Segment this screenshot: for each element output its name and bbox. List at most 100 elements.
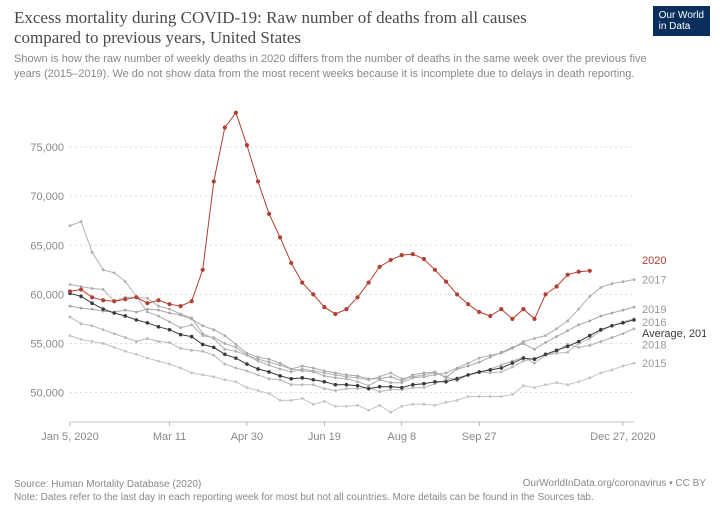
marker-2015 <box>91 340 94 343</box>
marker-2017 <box>478 357 481 360</box>
marker-2016 <box>234 367 237 370</box>
marker-2019 <box>179 314 182 317</box>
marker-2019 <box>522 342 525 345</box>
marker-2015 <box>268 392 271 395</box>
marker-avg <box>400 386 404 390</box>
marker-avg <box>112 311 116 315</box>
marker-2020 <box>79 287 83 291</box>
marker-2016 <box>124 336 127 339</box>
marker-2018 <box>622 332 625 335</box>
marker-2020 <box>134 295 138 299</box>
marker-2015 <box>467 395 470 398</box>
marker-2016 <box>511 366 514 369</box>
marker-2020 <box>311 292 315 296</box>
marker-2018 <box>533 362 536 365</box>
marker-2020 <box>466 302 470 306</box>
marker-2015 <box>566 383 569 386</box>
series-avg <box>70 293 634 388</box>
marker-2016 <box>257 373 260 376</box>
marker-2015 <box>622 365 625 368</box>
marker-2015 <box>434 404 437 407</box>
marker-2018 <box>257 360 260 363</box>
series-label-2020: 2020 <box>642 255 666 267</box>
marker-2019 <box>135 311 138 314</box>
marker-avg <box>123 314 127 318</box>
marker-2019 <box>80 307 83 310</box>
marker-2018 <box>146 311 149 314</box>
marker-2020 <box>178 304 182 308</box>
marker-2019 <box>157 309 160 312</box>
marker-2016 <box>522 360 525 363</box>
marker-2019 <box>489 356 492 359</box>
marker-2015 <box>456 399 459 402</box>
marker-2015 <box>168 363 171 366</box>
marker-2015 <box>69 334 72 337</box>
marker-2020 <box>212 179 216 183</box>
marker-avg <box>278 374 282 378</box>
marker-2016 <box>389 388 392 391</box>
marker-2020 <box>433 268 437 272</box>
marker-2015 <box>102 342 105 345</box>
x-tick-label: Jan 5, 2020 <box>41 431 99 443</box>
marker-2019 <box>246 352 249 355</box>
series-2019 <box>70 306 634 381</box>
marker-2015 <box>212 375 215 378</box>
marker-2019 <box>622 309 625 312</box>
marker-2020 <box>510 317 514 321</box>
marker-2020 <box>543 292 547 296</box>
marker-2017 <box>599 286 602 289</box>
y-tick-label: 70,000 <box>30 191 64 203</box>
marker-2016 <box>80 322 83 325</box>
marker-2015 <box>367 409 370 412</box>
marker-avg <box>522 356 526 360</box>
marker-2018 <box>124 280 127 283</box>
marker-avg <box>179 333 183 337</box>
y-tick-label: 50,000 <box>30 388 64 400</box>
logo-line2: in Data <box>659 21 691 32</box>
marker-2020 <box>521 307 525 311</box>
marker-2017 <box>268 361 271 364</box>
marker-2015 <box>378 404 381 407</box>
marker-2015 <box>633 362 636 365</box>
footer-attribution: OurWorldInData.org/coronavirus • CC BY <box>523 477 706 490</box>
marker-2019 <box>478 361 481 364</box>
marker-2020 <box>112 299 116 303</box>
marker-2015 <box>411 403 414 406</box>
footer-note: Note: Dates refer to the last day in eac… <box>14 491 706 504</box>
marker-avg <box>234 356 238 360</box>
marker-2015 <box>610 369 613 372</box>
marker-2019 <box>345 373 348 376</box>
marker-2019 <box>257 356 260 359</box>
marker-2020 <box>444 280 448 284</box>
marker-2019 <box>511 346 514 349</box>
marker-avg <box>168 328 172 332</box>
marker-2018 <box>234 346 237 349</box>
marker-2019 <box>323 370 326 373</box>
marker-2015 <box>489 395 492 398</box>
marker-2018 <box>577 346 580 349</box>
marker-2019 <box>312 367 315 370</box>
marker-2017 <box>168 308 171 311</box>
marker-2017 <box>555 327 558 330</box>
marker-2018 <box>201 334 204 337</box>
marker-2020 <box>455 292 459 296</box>
marker-2016 <box>268 377 271 380</box>
marker-2020 <box>68 289 72 293</box>
marker-2018 <box>80 220 83 223</box>
marker-2016 <box>179 347 182 350</box>
marker-2016 <box>301 383 304 386</box>
x-tick-label: Jun 19 <box>308 431 341 443</box>
marker-2020 <box>389 258 393 262</box>
marker-2020 <box>190 299 194 303</box>
marker-2020 <box>499 307 503 311</box>
marker-2015 <box>389 411 392 414</box>
marker-2017 <box>234 350 237 353</box>
marker-2020 <box>256 179 260 183</box>
marker-2018 <box>588 344 591 347</box>
marker-2020 <box>156 298 160 302</box>
marker-2018 <box>69 224 72 227</box>
marker-2017 <box>588 295 591 298</box>
marker-2017 <box>223 348 226 351</box>
series-label-2017: 2017 <box>642 275 666 287</box>
marker-2019 <box>533 348 536 351</box>
